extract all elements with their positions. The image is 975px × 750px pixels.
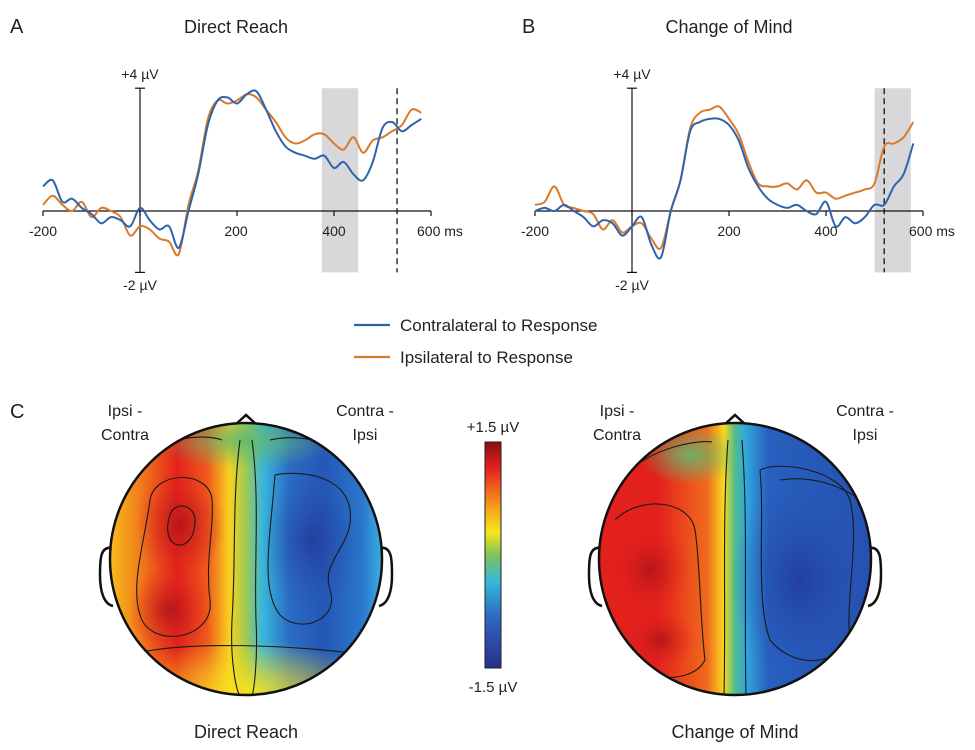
tick-label-600-b: 600 ms [909,223,955,239]
y-top-label-b: +4 µV [613,66,651,82]
scalp-label-change-of-mind: Change of Mind [671,722,798,742]
y-top-label-a: +4 µV [121,66,159,82]
tick-label-neg200-b: -200 [521,223,549,239]
colorbar-max-label: +1.5 µV [467,419,519,436]
plot-direct-reach: +4 µV -2 µV -200 200 400 600 ms [29,66,463,293]
ipsi-contra-label-a-1: Ipsi - [108,403,143,420]
ipsi-contra-label-a-2: Contra [101,427,149,444]
contra-ipsi-label-a-1: Contra - [336,403,394,420]
plot-change-of-mind: +4 µV -2 µV -200 200 400 600 ms [521,66,955,293]
colorbar-gradient [484,441,502,669]
shaded-window-a [321,88,359,273]
tick-label-200-a: 200 [224,223,248,239]
panel-a-letter: A [10,16,24,38]
contra-ipsi-label-a-2: Ipsi [353,427,378,444]
series-contralateral-b [534,117,915,260]
head-outline-a [108,421,384,697]
y-bottom-label-b: -2 µV [615,277,649,293]
tick-label-200-b: 200 [717,223,741,239]
ipsi-contra-label-b-2: Contra [593,427,641,444]
legend: Contralateral to Response Ipsilateral to… [354,316,598,367]
tick-label-400-b: 400 [814,223,838,239]
contra-ipsi-label-b-1: Contra - [836,403,894,420]
ipsi-contra-label-b-1: Ipsi - [600,403,635,420]
scalp-map-change-of-mind [587,413,883,697]
contra-ipsi-label-b-2: Ipsi [853,427,878,444]
legend-label-ipsi: Ipsilateral to Response [400,348,573,367]
panel-b-title: Change of Mind [665,17,792,37]
colorbar: +1.5 µV -1.5 µV [467,419,519,696]
scalp-map-direct-reach [98,413,394,697]
y-bottom-label-a: -2 µV [123,277,157,293]
colorbar-min-label: -1.5 µV [469,679,518,696]
panel-c-letter: C [10,401,24,423]
tick-label-neg200-a: -200 [29,223,57,239]
scalp-label-direct-reach: Direct Reach [194,722,298,742]
shaded-window-b [874,88,911,273]
panel-a-title: Direct Reach [184,17,288,37]
panel-b-letter: B [522,16,535,38]
head-outline-b [597,421,873,697]
tick-label-400-a: 400 [322,223,346,239]
legend-label-contra: Contralateral to Response [400,316,598,335]
tick-label-600-a: 600 ms [417,223,463,239]
series-contralateral-a [42,89,422,249]
series-ipsilateral-a [42,93,422,257]
